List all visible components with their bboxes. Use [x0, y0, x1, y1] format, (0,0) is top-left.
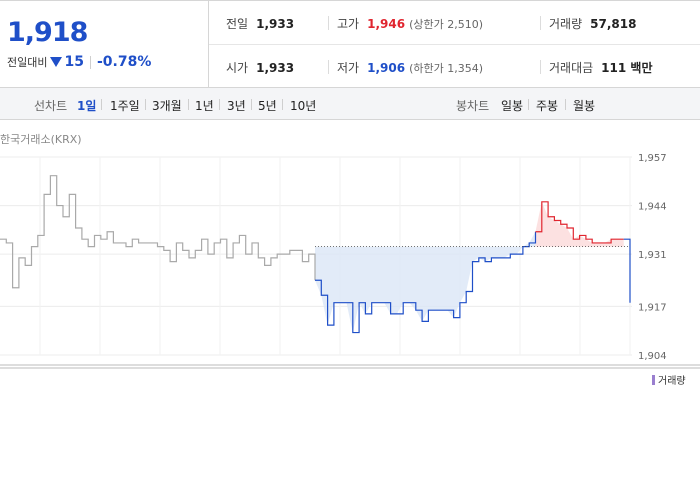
- divider: [145, 99, 146, 110]
- divider: [251, 99, 252, 110]
- low-value: 1,906: [367, 60, 406, 75]
- y-tick-label: 1,917: [638, 302, 667, 313]
- prev-close-cell: 전일 1,933: [226, 15, 294, 32]
- intraday-price-chart: 1,957 1,944 1,931 1,917 1,904: [0, 153, 700, 369]
- tab-3-years[interactable]: 3년: [227, 99, 246, 113]
- quote-summary: 1,918 전일대비 15 -0.78% 전일 1,933 고가 1,946 (…: [0, 0, 700, 88]
- volume-legend: 거래량: [652, 372, 686, 387]
- y-tick-labels: 1,957 1,944 1,931 1,917 1,904: [638, 153, 667, 362]
- lower-limit: (하한가 1,354): [409, 61, 483, 75]
- tab-monthly-candle[interactable]: 월봉: [573, 99, 596, 113]
- tab-3-months[interactable]: 3개월: [152, 99, 182, 113]
- below-prev-close-area: [315, 231, 536, 333]
- change-value: 15: [64, 54, 84, 70]
- divider: [328, 16, 329, 30]
- volume-cell: 거래량 57,818: [549, 15, 636, 32]
- tab-1-year[interactable]: 1년: [195, 99, 214, 113]
- divider: [219, 99, 220, 110]
- trade-value-label: 거래대금: [549, 61, 594, 75]
- price-box: 1,918 전일대비 15 -0.78%: [0, 1, 209, 87]
- tab-1-day[interactable]: 1일: [77, 99, 97, 113]
- y-tick-label: 1,957: [638, 153, 667, 164]
- high-label: 고가: [337, 17, 360, 31]
- price-lines: [0, 175, 631, 334]
- tab-5-years[interactable]: 5년: [258, 99, 277, 113]
- trade-value: 111 백만: [601, 61, 653, 75]
- change-row: 전일대비 15 -0.78%: [7, 54, 151, 70]
- trade-value-cell: 거래대금 111 백만: [549, 59, 652, 76]
- low-label: 저가: [337, 61, 360, 75]
- upper-limit: (상한가 2,510): [409, 17, 483, 31]
- chart-source: 한국거래소(KRX): [0, 133, 82, 146]
- high-cell: 고가 1,946 (상한가 2,510): [337, 15, 483, 32]
- volume-value: 57,818: [590, 16, 637, 31]
- prev-close-value: 1,933: [256, 16, 295, 31]
- above-prev-close-area: [535, 201, 624, 247]
- last-trade-line: [623, 238, 631, 303]
- below-prev-close-line: [315, 231, 537, 334]
- divider: [209, 44, 700, 45]
- y-tick-label: 1,944: [638, 202, 667, 213]
- change-label: 전일대비: [7, 56, 48, 69]
- low-cell: 저가 1,906 (하한가 1,354): [337, 59, 483, 76]
- tab-10-years[interactable]: 10년: [290, 99, 317, 113]
- divider: [540, 16, 541, 30]
- change-rate: -0.78%: [96, 54, 152, 70]
- divider: [540, 60, 541, 74]
- above-prev-close-line: [535, 201, 624, 244]
- y-tick-label: 1,931: [638, 250, 667, 261]
- line-chart-label: 선차트: [34, 99, 68, 113]
- tab-daily-candle[interactable]: 일봉: [501, 99, 524, 113]
- tab-1-week[interactable]: 1주일: [110, 99, 140, 113]
- divider: [328, 60, 329, 74]
- volume-label: 거래량: [549, 17, 583, 31]
- open-value: 1,933: [256, 60, 295, 75]
- chart-toolbar: 선차트 1일 1주일 3개월 1년 3년 5년 10년 봉차트 일봉 주봉 월봉: [0, 88, 700, 120]
- chart-grid: [0, 156, 632, 356]
- current-price: 1,918: [7, 17, 88, 48]
- prev-day-line: [0, 175, 316, 289]
- divider: [188, 99, 189, 110]
- volume-legend-swatch: [652, 374, 655, 385]
- open-label: 시가: [226, 61, 249, 75]
- divider: [528, 99, 529, 110]
- divider: [101, 99, 102, 110]
- down-triangle-icon: [50, 57, 63, 67]
- open-cell: 시가 1,933: [226, 59, 294, 76]
- volume-legend-label: 거래량: [658, 376, 686, 387]
- candle-chart-label: 봉차트: [456, 99, 490, 113]
- y-tick-label: 1,904: [638, 351, 667, 362]
- divider: [282, 99, 283, 110]
- high-value: 1,946: [367, 16, 406, 31]
- divider: [565, 99, 566, 110]
- prev-close-label: 전일: [226, 17, 249, 31]
- divider: [89, 55, 91, 69]
- tab-weekly-candle[interactable]: 주봉: [536, 99, 559, 113]
